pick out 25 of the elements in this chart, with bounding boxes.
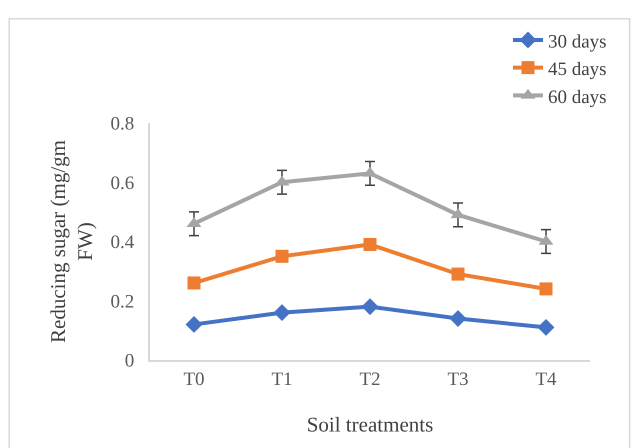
legend-label: 45 days <box>548 59 607 80</box>
x-tick-label: T2 <box>359 368 381 390</box>
y-tick-label: 0 <box>124 350 134 372</box>
y-axis-title: Reducing sugar (mg/gm FW) <box>46 140 98 343</box>
legend-label: 60 days <box>548 86 607 108</box>
point <box>538 318 554 336</box>
x-tick-label: T3 <box>447 368 469 390</box>
point <box>186 316 202 333</box>
x-tick-label: T1 <box>271 368 293 390</box>
point <box>540 282 552 296</box>
point <box>276 250 288 263</box>
x-axis-title: Soil treatments <box>306 412 434 436</box>
y-tick-label: 0.2 <box>110 291 134 312</box>
legend-label: 30 days <box>548 31 607 52</box>
x-tick-label: T4 <box>535 368 558 390</box>
point <box>362 298 378 316</box>
y-tick-label: 0.6 <box>110 172 134 194</box>
y-tick-label: 0.8 <box>110 114 134 135</box>
point <box>188 276 200 290</box>
point <box>274 304 290 322</box>
point <box>450 310 466 327</box>
x-tick-label: T0 <box>183 368 205 390</box>
y-tick-label: 0.4 <box>110 232 135 254</box>
point <box>364 238 376 251</box>
point <box>452 268 464 281</box>
